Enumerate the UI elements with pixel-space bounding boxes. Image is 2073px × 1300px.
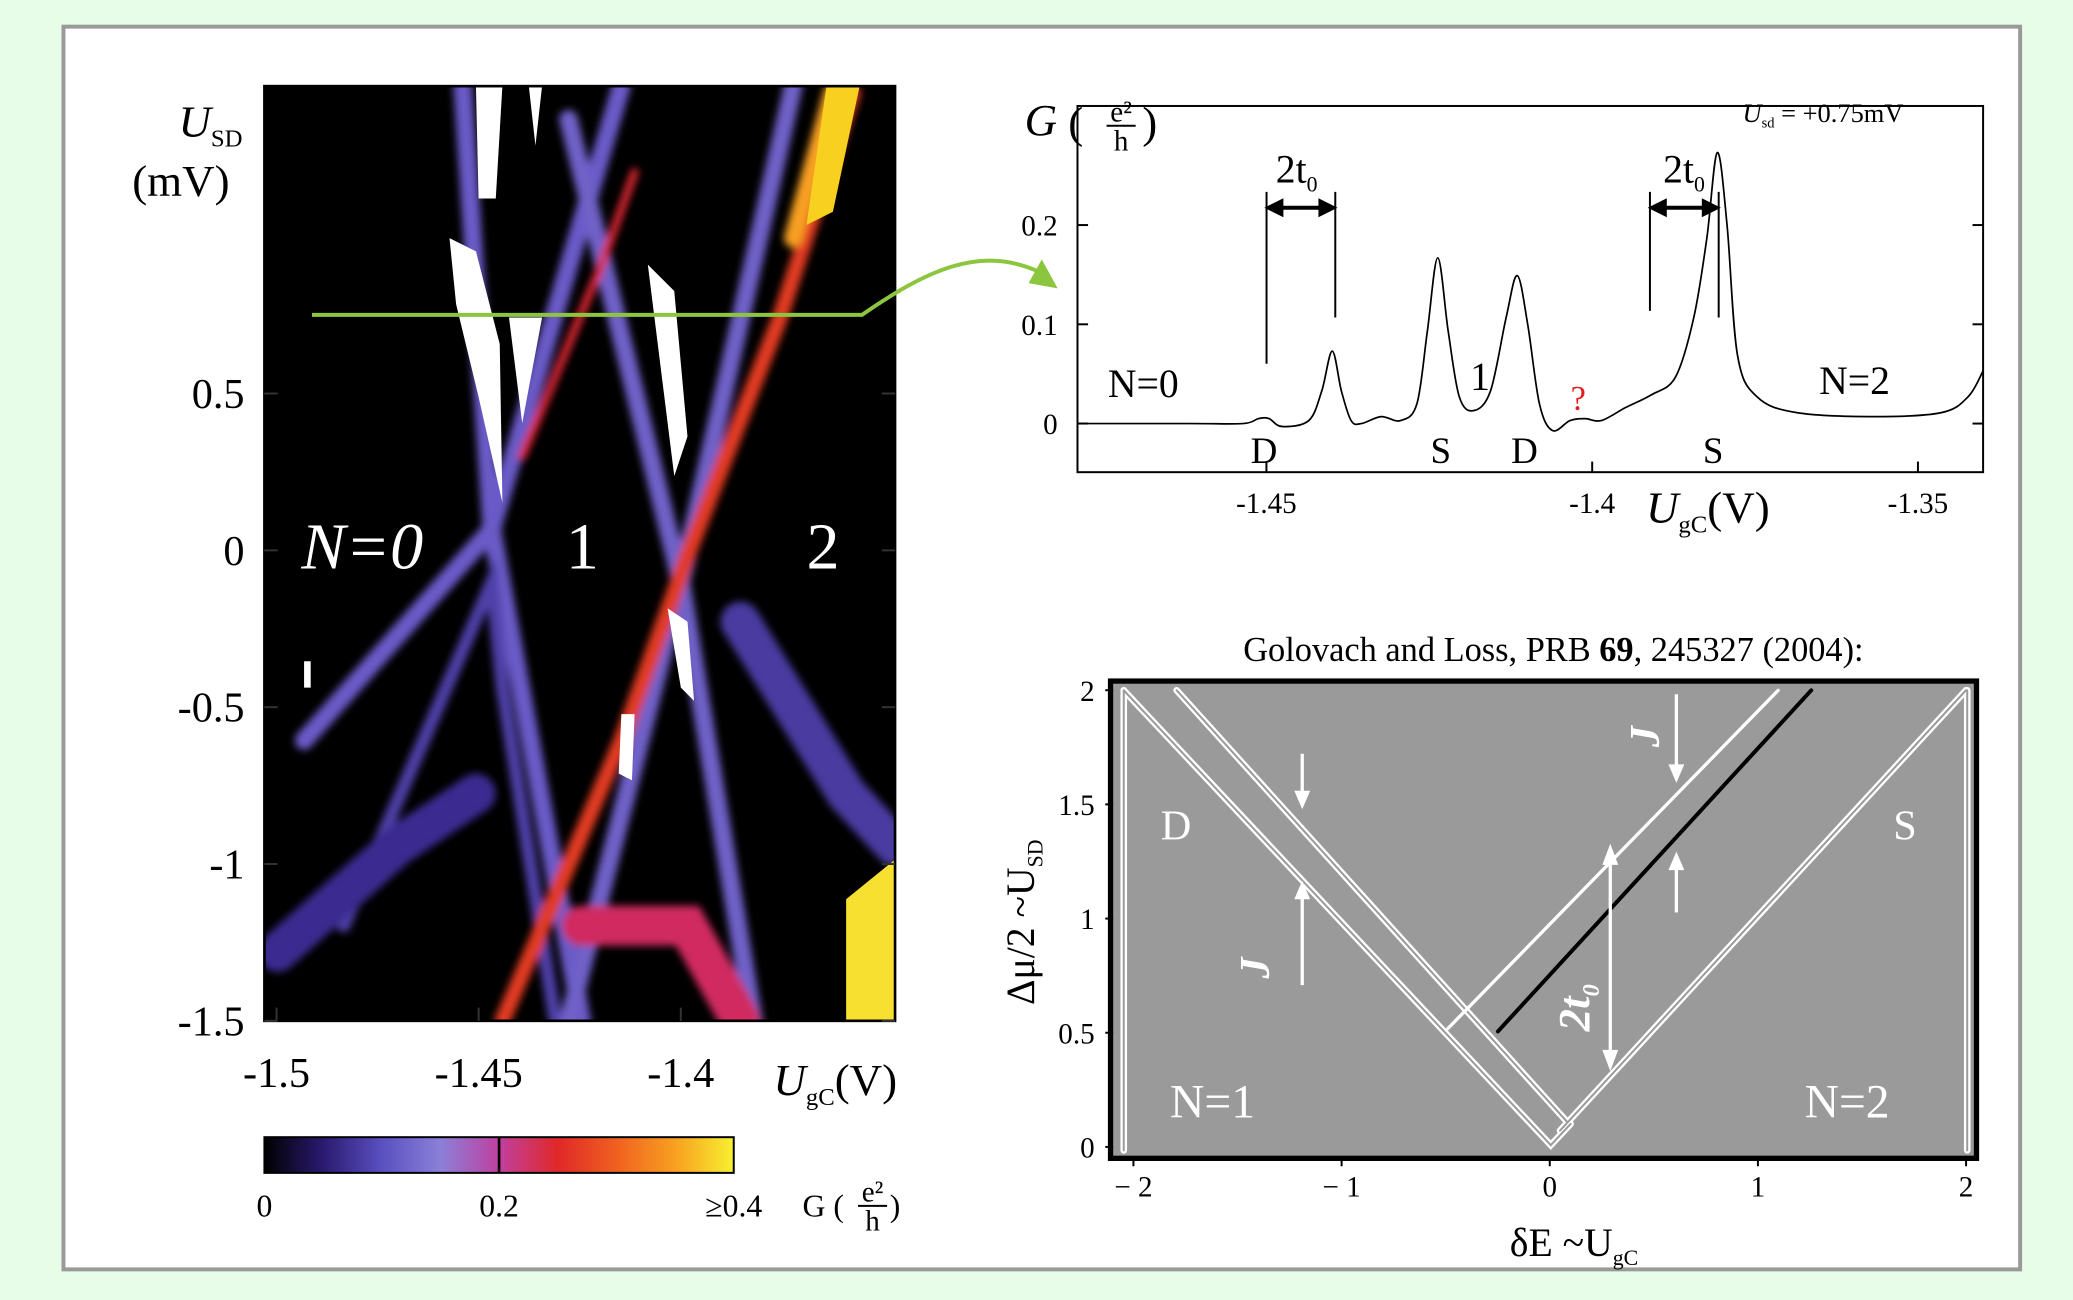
- x-axis-label-part: U: [773, 1055, 808, 1105]
- x-axis-label-part: (V): [1707, 482, 1769, 532]
- peak-label: 1: [1470, 355, 1490, 399]
- y-tick-label: -1: [209, 842, 244, 889]
- diagram-label: N=2: [1805, 1076, 1890, 1128]
- diagram-title-part: 69: [1599, 631, 1633, 669]
- spacing-label-part: 2t: [1549, 995, 1599, 1032]
- diagram-label: J: [1232, 956, 1279, 980]
- x-axis-label-part: δE ~U: [1510, 1221, 1613, 1265]
- peak-label: S: [1703, 431, 1724, 472]
- y-tick-label: 0.5: [1058, 1018, 1094, 1050]
- y-unit-close: ): [1142, 98, 1157, 148]
- diagram-label: D: [1161, 803, 1192, 850]
- colorbar-unit-den: h: [865, 1206, 880, 1238]
- y-tick-label: -0.5: [178, 685, 245, 732]
- x-tick-label: -1.5: [243, 1050, 310, 1097]
- colorbar-tick-label: 0.2: [479, 1189, 519, 1224]
- peak-label: N=0: [1108, 362, 1179, 406]
- x-tick-label: -1.35: [1888, 488, 1949, 520]
- colorbar-label-close: ): [890, 1189, 901, 1224]
- y-tick-label: 1: [1080, 904, 1095, 936]
- diagram-label: N=1: [1170, 1076, 1255, 1128]
- x-tick-label: -1.45: [435, 1050, 523, 1097]
- y-axis-label-part: SD: [211, 125, 243, 152]
- y-tick-label: 0: [1080, 1132, 1095, 1164]
- colorbar-tick-label: ≥0.4: [705, 1189, 762, 1224]
- diagram-label: J: [1622, 724, 1669, 748]
- figure: 0.50-0.5-1-1.5-1.5-1.45-1.4USD(mV)UgC(V)…: [0, 0, 2073, 1300]
- diagram-title-part: , 245327 (2004):: [1634, 631, 1864, 669]
- y-axis-label-part: SD: [1024, 839, 1048, 867]
- page: 0.50-0.5-1-1.5-1.5-1.45-1.4USD(mV)UgC(V)…: [0, 0, 2073, 1300]
- condition-label-part: sd: [1762, 116, 1776, 132]
- y-unit-num: e²: [1110, 96, 1132, 128]
- peak-label: ?: [1571, 380, 1586, 418]
- condition-label-part: U: [1742, 98, 1763, 128]
- y-unit-open: (: [1068, 98, 1083, 148]
- y-tick-label: 0.1: [1021, 310, 1057, 342]
- spacing-label-part: 0: [1694, 172, 1705, 196]
- x-tick-label: 0: [1542, 1172, 1557, 1204]
- peak-label: D: [1511, 431, 1538, 472]
- x-axis-label: UgC(V): [773, 1055, 897, 1111]
- y-axis-label-part: Δμ/2 ~U: [999, 867, 1043, 1005]
- x-tick-label: − 1: [1322, 1172, 1360, 1204]
- x-axis-label-part: gC: [806, 1084, 835, 1111]
- y-tick-label: 0: [1043, 409, 1058, 441]
- y-tick-label: 2: [1080, 676, 1095, 708]
- x-tick-label: 2: [1959, 1172, 1974, 1204]
- region-label: 2: [806, 511, 839, 584]
- spacing-label-part: 0: [1307, 172, 1318, 196]
- diagram-title-part: Golovach and Loss, PRB: [1243, 631, 1599, 669]
- spacing-label-part: 2t: [1663, 148, 1694, 192]
- x-tick-label: -1.4: [647, 1050, 714, 1097]
- x-axis-label-part: gC: [1613, 1246, 1638, 1270]
- spacing-label-part: 0: [1578, 984, 1605, 996]
- y-axis-unit: (mV): [132, 156, 229, 206]
- colorbar-unit-num: e²: [862, 1177, 884, 1209]
- colorbar-label: G (: [802, 1189, 843, 1224]
- peak-label: N=2: [1819, 359, 1890, 403]
- diagram-title: Golovach and Loss, PRB 69, 245327 (2004)…: [1243, 631, 1863, 669]
- diagram-label: S: [1893, 803, 1917, 850]
- y-tick-label: 0.2: [1021, 211, 1057, 243]
- spacing-label-part: 2t: [1276, 148, 1307, 192]
- x-tick-label: -1.4: [1569, 488, 1615, 520]
- region-label: N=0: [300, 511, 423, 584]
- peak-label: S: [1430, 431, 1451, 472]
- y-unit-den: h: [1114, 126, 1129, 158]
- x-tick-label: − 2: [1114, 1172, 1152, 1204]
- y-axis-label: G: [1025, 95, 1057, 145]
- x-axis-label: UgC(V): [1646, 482, 1770, 538]
- y-tick-label: 0.5: [192, 371, 245, 418]
- colorbar-tick-label: 0: [256, 1189, 272, 1224]
- x-tick-label: 1: [1751, 1172, 1766, 1204]
- x-tick-label: -1.45: [1236, 488, 1297, 520]
- y-tick-label: -1.5: [178, 998, 245, 1045]
- y-tick-label: 0: [223, 528, 244, 575]
- x-axis-label-part: gC: [1678, 511, 1707, 538]
- condition-label-part: = +0.75mV: [1774, 98, 1903, 128]
- x-axis-label-part: (V): [835, 1055, 897, 1105]
- y-axis-label-part: U: [178, 96, 213, 146]
- x-axis-label-part: U: [1646, 482, 1681, 532]
- peak-label: D: [1251, 431, 1278, 472]
- region-label: 1: [566, 511, 599, 584]
- y-tick-label: 1.5: [1058, 790, 1094, 822]
